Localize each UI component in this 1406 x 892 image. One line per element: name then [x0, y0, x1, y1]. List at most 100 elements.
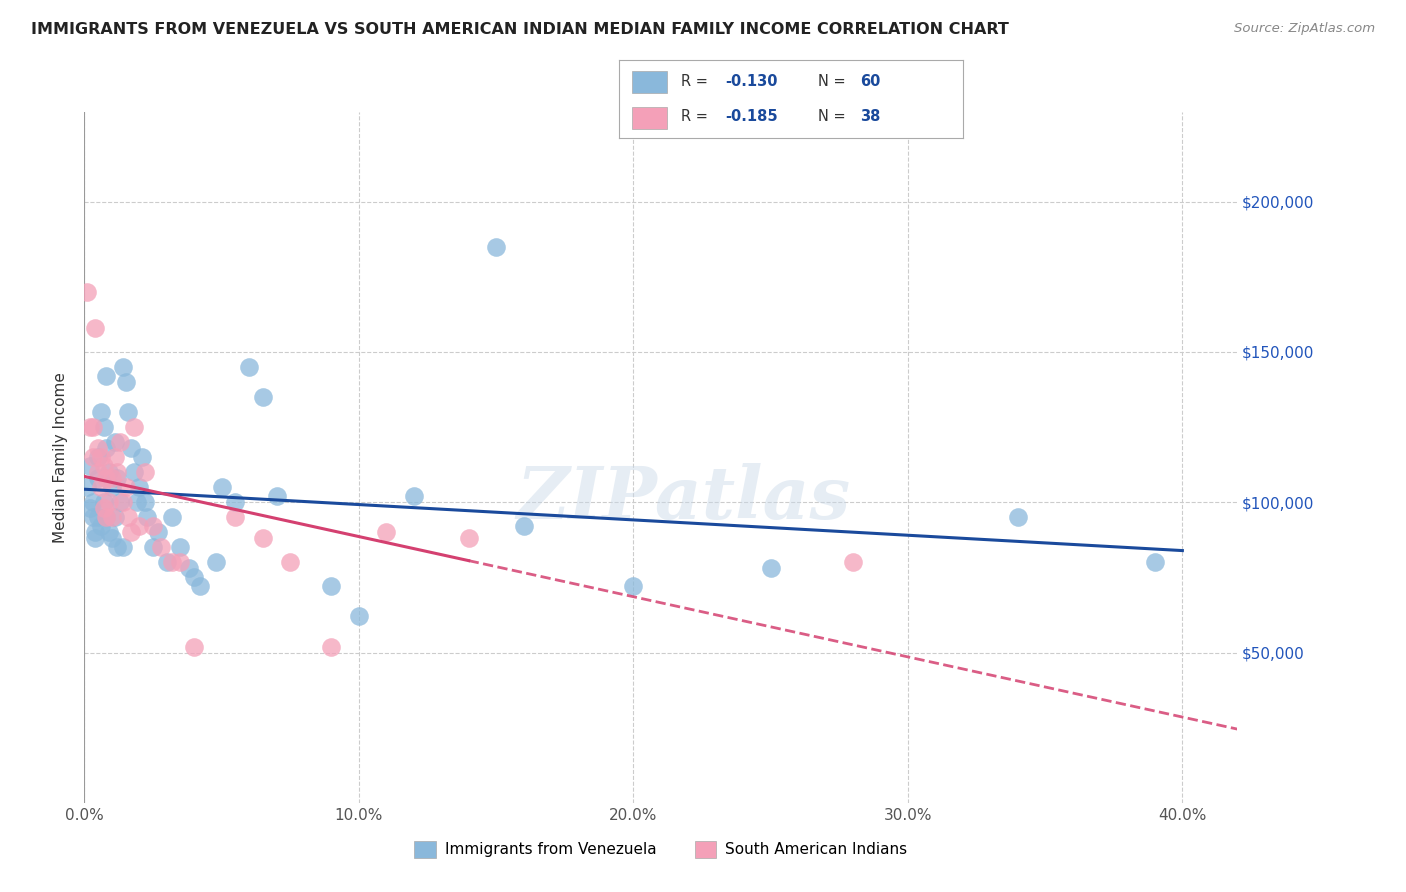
Point: [321, 640, 343, 654]
Point: [131, 450, 153, 465]
Point: [842, 555, 865, 569]
Point: [82, 510, 104, 524]
Point: [457, 531, 479, 545]
Text: N =: N =: [818, 74, 851, 89]
Point: [621, 579, 644, 593]
Point: [402, 489, 425, 503]
Point: [224, 495, 246, 509]
Point: [238, 359, 260, 374]
Point: [90, 450, 112, 465]
Point: [101, 480, 124, 494]
Point: [108, 495, 131, 509]
Point: [87, 465, 110, 479]
Point: [117, 405, 139, 419]
Point: [150, 541, 173, 555]
Point: [76, 480, 98, 494]
Point: [114, 375, 136, 389]
Point: [101, 510, 124, 524]
Point: [96, 471, 118, 485]
Point: [188, 579, 211, 593]
Point: [93, 495, 115, 509]
Point: [93, 459, 115, 474]
Point: [117, 510, 139, 524]
Point: [134, 465, 156, 479]
Point: [105, 465, 128, 479]
Point: [160, 555, 183, 569]
Point: [84, 525, 107, 540]
Point: [177, 561, 200, 575]
Point: [96, 369, 118, 384]
Point: [266, 489, 288, 503]
Point: [87, 510, 110, 524]
Point: [128, 480, 150, 494]
Point: [76, 285, 98, 299]
Text: -0.130: -0.130: [725, 74, 778, 89]
Text: ZIPatlas: ZIPatlas: [517, 463, 851, 534]
Point: [96, 441, 118, 455]
Point: [111, 495, 134, 509]
Point: [82, 450, 104, 465]
Point: [101, 471, 124, 485]
Point: [142, 519, 165, 533]
Point: [79, 501, 101, 516]
FancyBboxPatch shape: [633, 107, 666, 128]
Text: IMMIGRANTS FROM VENEZUELA VS SOUTH AMERICAN INDIAN MEDIAN FAMILY INCOME CORRELAT: IMMIGRANTS FROM VENEZUELA VS SOUTH AMERI…: [31, 22, 1010, 37]
Text: -0.185: -0.185: [725, 109, 778, 124]
Point: [87, 450, 110, 465]
Text: Source: ZipAtlas.com: Source: ZipAtlas.com: [1234, 22, 1375, 36]
Text: R =: R =: [681, 109, 713, 124]
Point: [156, 555, 179, 569]
Point: [93, 501, 115, 516]
Point: [375, 525, 398, 540]
Point: [84, 531, 107, 545]
Point: [103, 450, 125, 465]
Point: [1143, 555, 1166, 569]
Point: [224, 510, 246, 524]
Point: [321, 579, 343, 593]
Point: [90, 405, 112, 419]
Point: [183, 570, 205, 584]
Point: [169, 541, 191, 555]
Point: [103, 510, 125, 524]
Point: [122, 465, 145, 479]
Point: [183, 640, 205, 654]
Text: 38: 38: [860, 109, 880, 124]
Point: [108, 435, 131, 450]
Point: [120, 525, 142, 540]
Point: [211, 480, 233, 494]
Point: [87, 441, 110, 455]
Point: [142, 541, 165, 555]
Point: [82, 495, 104, 509]
Point: [111, 541, 134, 555]
Point: [485, 240, 508, 254]
Point: [759, 561, 782, 575]
Point: [120, 441, 142, 455]
Point: [252, 531, 274, 545]
Text: N =: N =: [818, 109, 851, 124]
Legend: Immigrants from Venezuela, South American Indians: Immigrants from Venezuela, South America…: [408, 834, 914, 864]
Point: [114, 480, 136, 494]
Point: [79, 420, 101, 434]
Point: [136, 510, 159, 524]
Point: [82, 420, 104, 434]
Point: [278, 555, 301, 569]
Point: [98, 465, 121, 479]
Point: [512, 519, 534, 533]
Point: [160, 510, 183, 524]
FancyBboxPatch shape: [633, 70, 666, 93]
Point: [90, 480, 112, 494]
Point: [105, 541, 128, 555]
Point: [148, 525, 170, 540]
Point: [169, 555, 191, 569]
Point: [90, 519, 112, 533]
Point: [347, 609, 370, 624]
Text: R =: R =: [681, 74, 713, 89]
Point: [134, 495, 156, 509]
Point: [1007, 510, 1029, 524]
Y-axis label: Median Family Income: Median Family Income: [53, 372, 69, 542]
Point: [122, 420, 145, 434]
Point: [98, 495, 121, 509]
Point: [96, 510, 118, 524]
Point: [87, 471, 110, 485]
Point: [103, 435, 125, 450]
